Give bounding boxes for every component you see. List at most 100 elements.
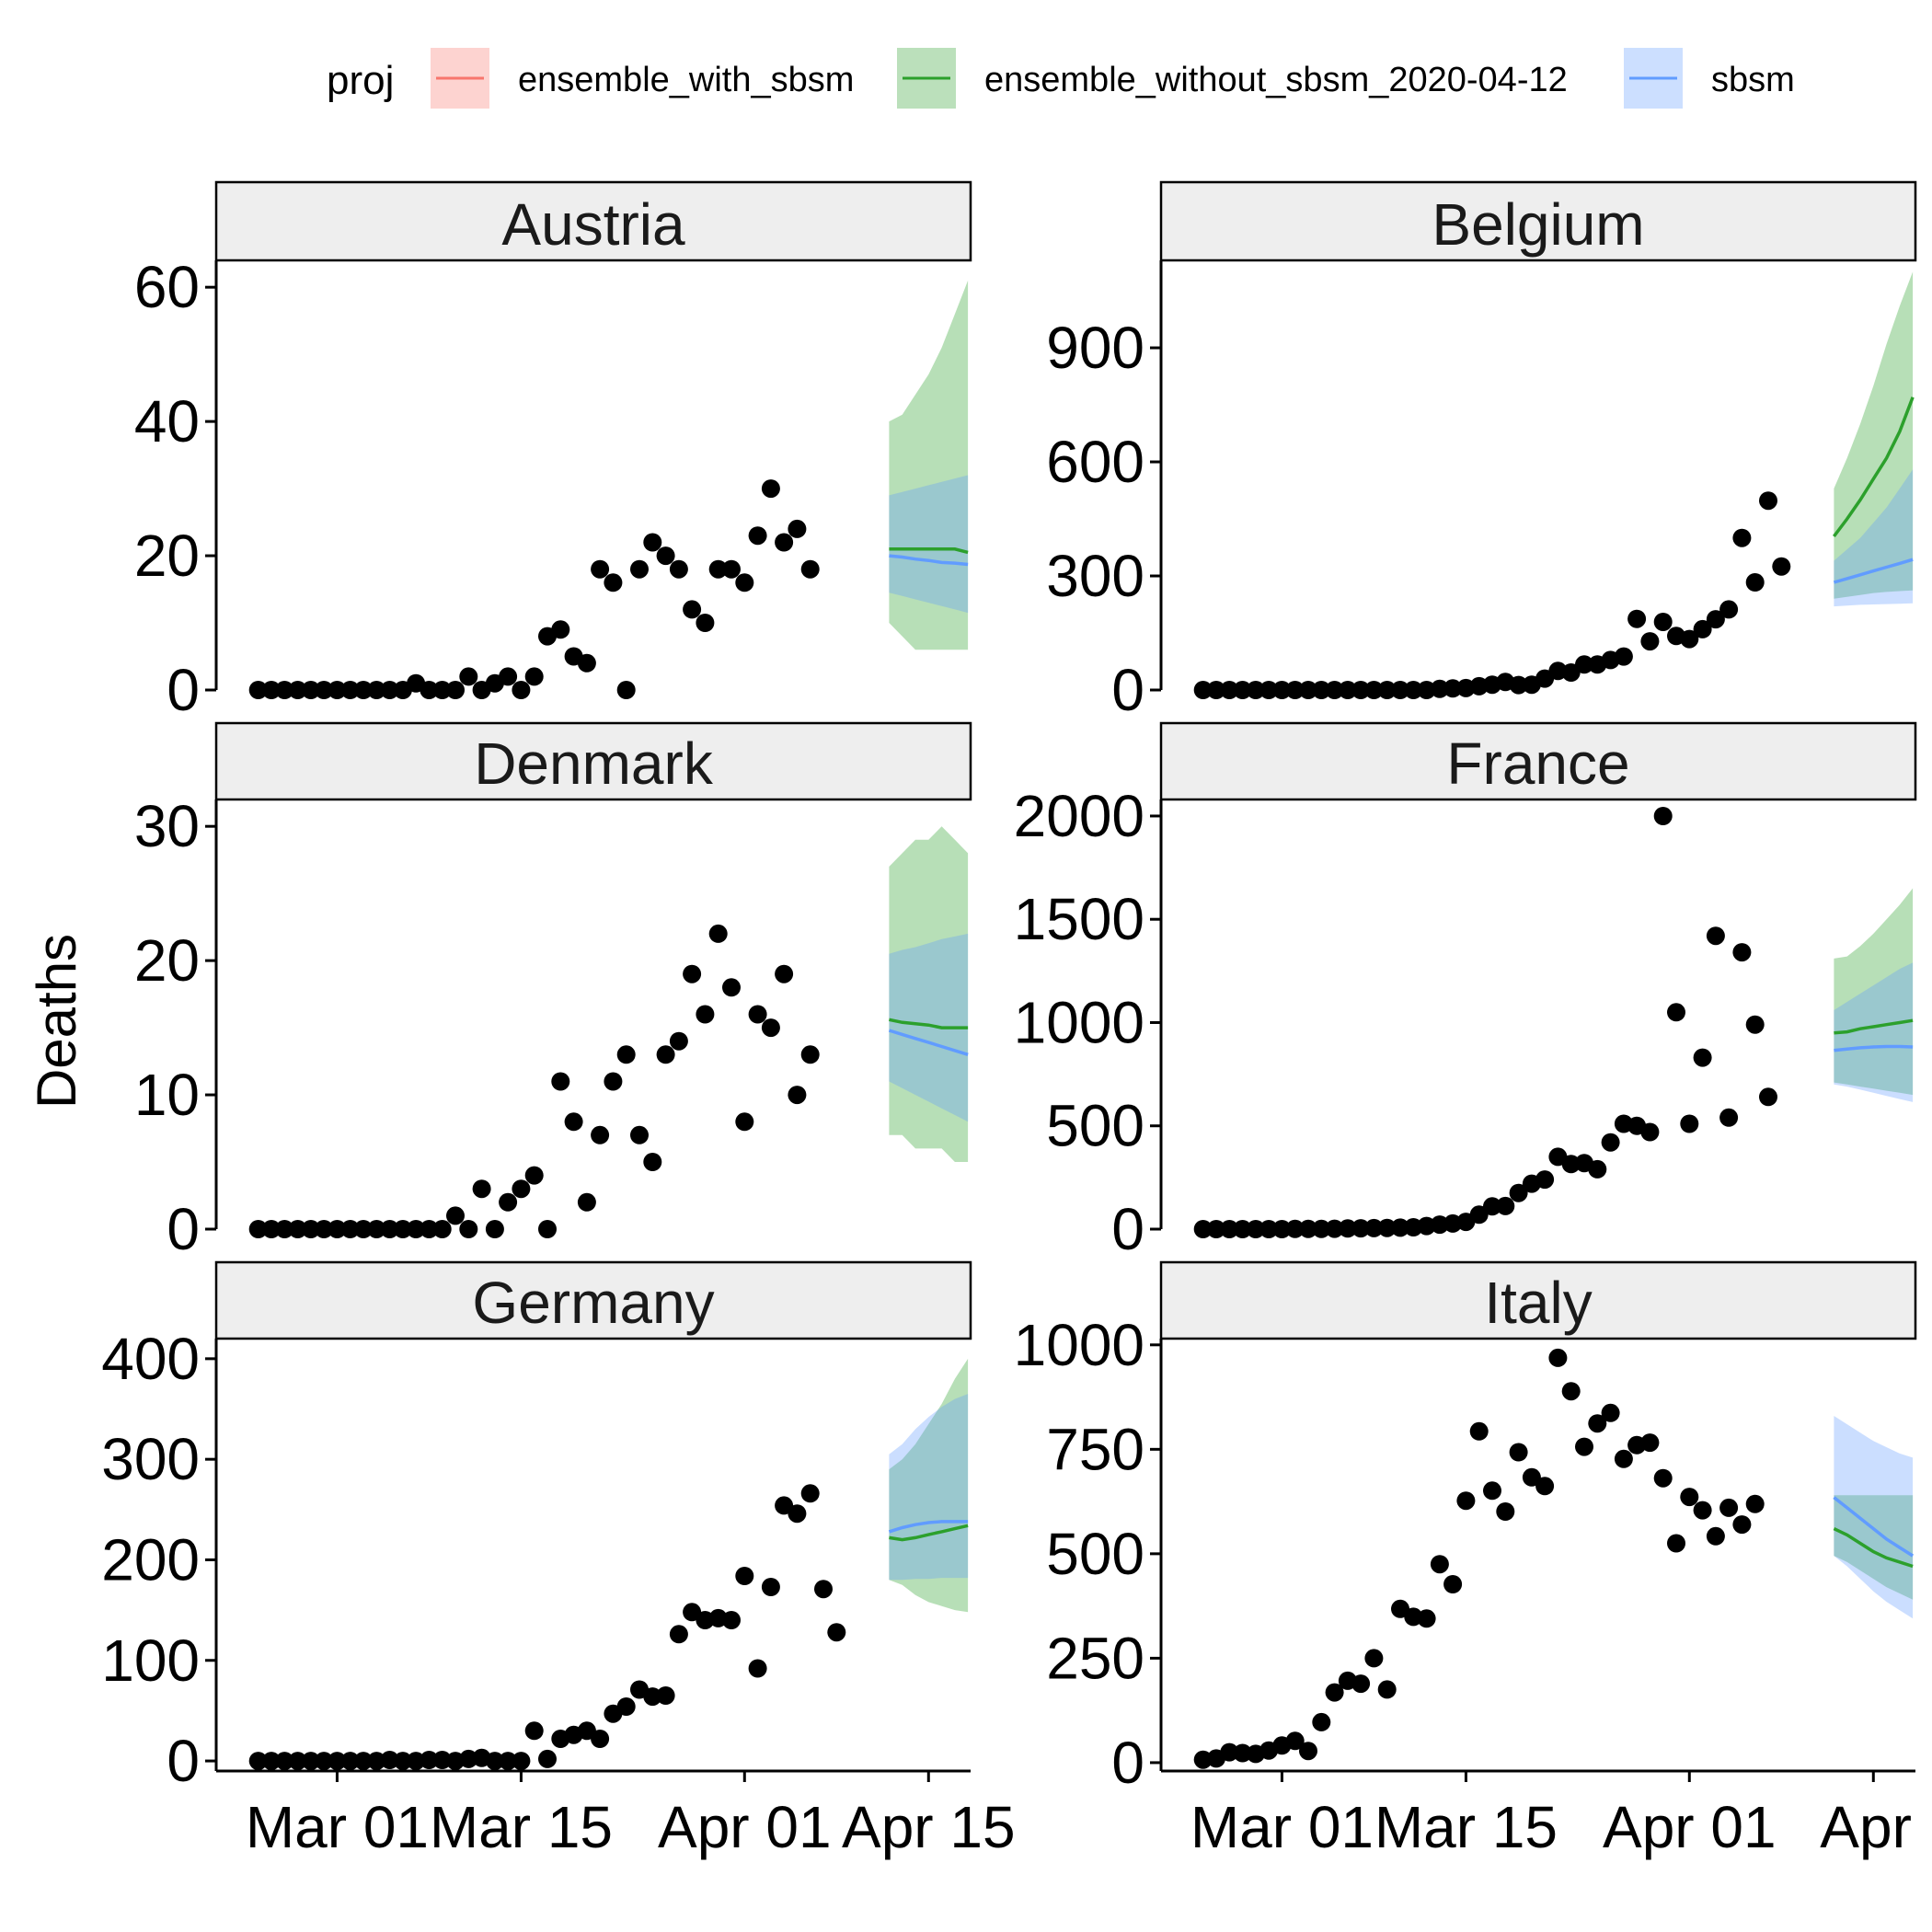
data-point [551, 1072, 570, 1091]
data-point [1351, 1219, 1371, 1238]
data-point [1653, 807, 1673, 825]
data-point [1693, 1048, 1712, 1067]
data-point [432, 1751, 452, 1769]
mean-line-ensemble-without-sbsm [889, 1524, 969, 1542]
data-point [472, 1179, 491, 1199]
y-tick-label: 20 [134, 523, 200, 589]
data-point [288, 681, 307, 699]
x-tick-label: Apr 01 [658, 1794, 832, 1860]
data-point [683, 964, 702, 983]
data-point [683, 1603, 702, 1622]
data-point [1719, 600, 1739, 619]
data-point [1285, 1731, 1305, 1751]
y-tick-label: 20 [134, 927, 200, 994]
data-point [735, 1567, 754, 1585]
data-point [354, 1752, 373, 1771]
y-tick-label: 40 [134, 388, 200, 454]
data-point [1772, 557, 1791, 576]
legend-entry: sbsm [1624, 48, 1795, 109]
data-point [446, 681, 465, 699]
data-point [722, 559, 741, 579]
data-point [1640, 1433, 1660, 1453]
mean-line-ensemble-without-sbsm [1834, 1018, 1914, 1035]
data-point [656, 1045, 675, 1064]
data-point [761, 1018, 780, 1038]
data-point [524, 1166, 544, 1185]
data-point [1193, 681, 1213, 699]
data-point [354, 681, 373, 699]
data-point [643, 533, 662, 552]
data-point [1719, 1108, 1739, 1127]
data-point [1207, 681, 1225, 699]
y-tick-label: 2000 [1014, 783, 1144, 849]
data-point [1364, 1218, 1384, 1237]
data-point [1706, 1526, 1725, 1546]
data-point [735, 573, 754, 592]
y-tick-label: 0 [167, 1196, 200, 1262]
data-point [524, 1721, 544, 1741]
data-point [1456, 1491, 1476, 1511]
y-tick-label: 0 [167, 657, 200, 723]
panel-italy: Italy 0 250 500 750 1000 Mar 01 Mar 15 Apr 01 Apr… [1014, 1260, 1932, 1860]
data-point [420, 681, 439, 699]
data-point [499, 1192, 518, 1212]
data-point [1680, 1488, 1699, 1507]
x-tick-label: Apr 15 [1820, 1794, 1932, 1860]
data-point [248, 681, 268, 699]
facet-strip [1159, 1260, 1917, 1340]
data-point [683, 600, 702, 619]
legend-label: ensemble_with_sbsm [518, 61, 854, 99]
data-point [432, 1220, 452, 1238]
data-point [708, 559, 728, 579]
data-point [1299, 681, 1317, 699]
data-point [788, 519, 807, 538]
legend-label: ensemble_without_sbsm_2020-04-12 [984, 61, 1568, 99]
data-point [340, 681, 360, 699]
data-point [1680, 629, 1699, 649]
data-point [616, 1697, 636, 1716]
data-point [1351, 1674, 1371, 1694]
data-point [1443, 679, 1463, 698]
data-point [1338, 681, 1357, 699]
data-point [616, 1045, 636, 1064]
y-tick-label: 500 [1046, 1521, 1144, 1587]
mean-line-ensemble-without-sbsm [889, 547, 969, 555]
data-point [275, 1220, 294, 1238]
data-point [1377, 681, 1397, 699]
ribbon-ensemble-without-sbsm [1834, 1495, 1914, 1600]
data-point [432, 681, 452, 699]
y-tick-label: 1500 [1014, 886, 1144, 952]
data-point [262, 1220, 281, 1238]
data-point [315, 1220, 334, 1238]
data-point [380, 1751, 399, 1769]
data-point [616, 681, 636, 699]
data-point [1640, 1122, 1660, 1142]
data-point [1220, 1742, 1239, 1762]
data-point [288, 1220, 307, 1238]
mean-line-ensemble-without-sbsm [889, 1018, 969, 1029]
data-point [1272, 1220, 1292, 1238]
data-point [1496, 1502, 1515, 1521]
facet-strip [214, 180, 972, 262]
y-tick-label: 0 [1111, 1730, 1144, 1796]
y-tick-label: 400 [101, 1326, 200, 1392]
data-point [248, 1220, 268, 1238]
y-tick-label: 250 [1046, 1625, 1144, 1691]
panels: Austria0204060Belgium0300600900Denmark01… [101, 180, 1932, 1860]
data-point [696, 614, 715, 632]
data-point [1601, 1403, 1620, 1422]
data-point [1601, 1133, 1620, 1152]
data-point [288, 1752, 307, 1771]
y-tick-label: 1000 [1014, 989, 1144, 1055]
data-point [1193, 1750, 1213, 1769]
x-tick-label: Mar 15 [430, 1794, 613, 1860]
data-point [459, 1220, 478, 1238]
y-tick-label: 1000 [1014, 1312, 1144, 1378]
data-point [380, 1220, 399, 1238]
data-point [459, 1749, 478, 1768]
y-tick-label: 900 [1046, 315, 1144, 381]
data-point [1285, 681, 1305, 699]
data-point [1667, 1003, 1685, 1022]
data-point [275, 681, 294, 699]
data-point [1299, 1742, 1317, 1761]
